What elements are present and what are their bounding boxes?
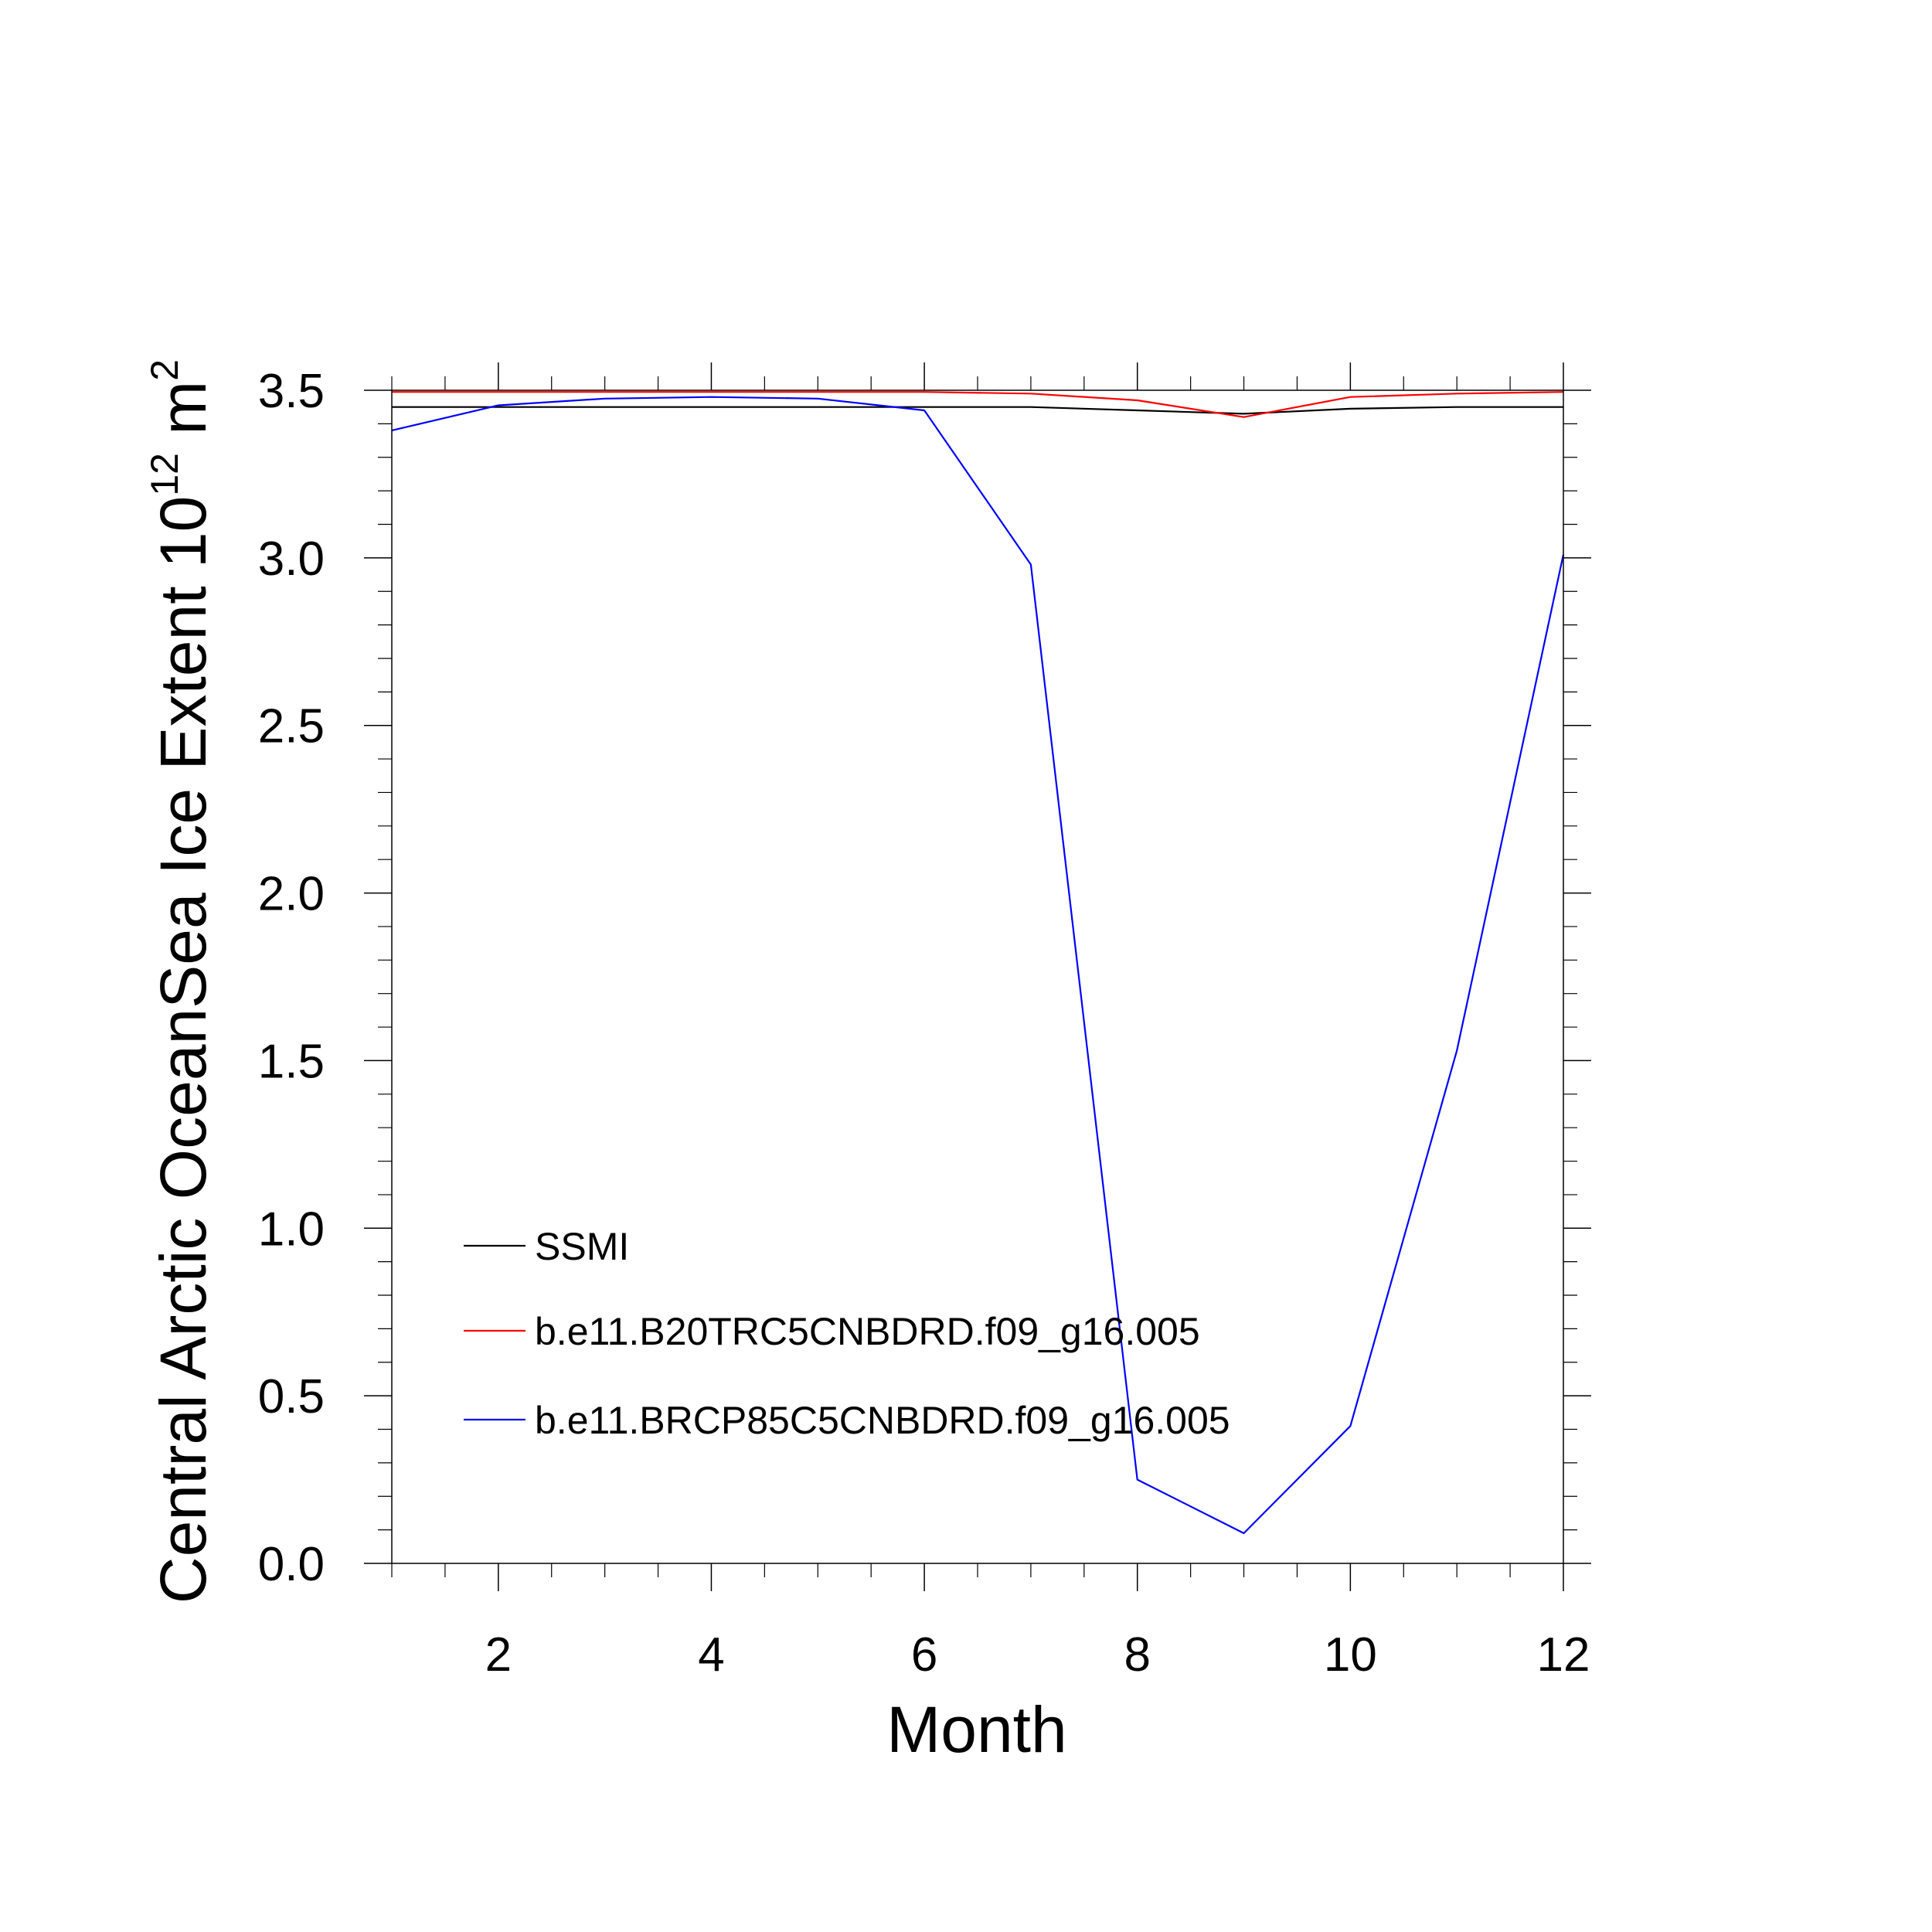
series-lines <box>391 391 1565 1535</box>
x-tick-label: 2 <box>485 1628 512 1682</box>
series-line-ssmi <box>392 406 1563 415</box>
legend: SSMI b.e11.B20TRC5CNBDRD.f09_g16.005 b.e11… <box>464 1225 1230 1442</box>
y-tick-labels: 0.0 0.5 1.0 1.5 2.0 2.5 3.0 3.5 <box>258 365 325 1591</box>
minor-ticks <box>378 376 1577 1577</box>
major-ticks <box>364 362 1591 1591</box>
plot-frame <box>391 389 1564 1564</box>
legend-label: SSMI <box>535 1225 629 1268</box>
x-tick-label: 6 <box>911 1628 937 1682</box>
x-tick-label: 12 <box>1537 1628 1590 1682</box>
y-tick-label: 1.5 <box>258 1035 325 1088</box>
y-tick-label: 3.5 <box>258 365 325 418</box>
y-axis-title: Central Arctic OceanSea Ice Extent 1012 … <box>143 359 219 1604</box>
y-tick-label: 0.0 <box>258 1538 325 1591</box>
y-axis-title-exponent: 12 <box>143 453 186 496</box>
legend-label: b.e11.B20TRC5CNBDRD.f09_g16.005 <box>535 1310 1200 1353</box>
legend-label: b.e11.BRCP85C5CNBDRD.f09_g16.005 <box>535 1399 1230 1442</box>
y-tick-label: 2.0 <box>258 868 325 921</box>
x-tick-label: 8 <box>1124 1628 1150 1682</box>
y-tick-label: 0.5 <box>258 1370 325 1423</box>
x-tick-label: 10 <box>1324 1628 1377 1682</box>
y-axis-title-unit-exponent: 2 <box>143 359 186 381</box>
y-tick-label: 3.0 <box>258 532 325 586</box>
series-line-b-e11-b20trc5cnbdrd-f09-g16-005 <box>392 391 1564 418</box>
x-axis-title: Month <box>886 1693 1066 1766</box>
x-tick-label: 4 <box>698 1628 724 1682</box>
y-axis-title-main: Central Arctic OceanSea Ice Extent 10 <box>147 496 219 1604</box>
y-tick-label: 2.5 <box>258 700 325 753</box>
y-axis-title-unit: m <box>147 381 219 453</box>
x-tick-labels: 2 4 6 8 10 12 <box>485 1628 1590 1682</box>
series-line-b-e11-brcp85c5cnbdrd-f09-g16-005 <box>391 396 1565 1535</box>
y-tick-label: 1.0 <box>258 1202 325 1256</box>
